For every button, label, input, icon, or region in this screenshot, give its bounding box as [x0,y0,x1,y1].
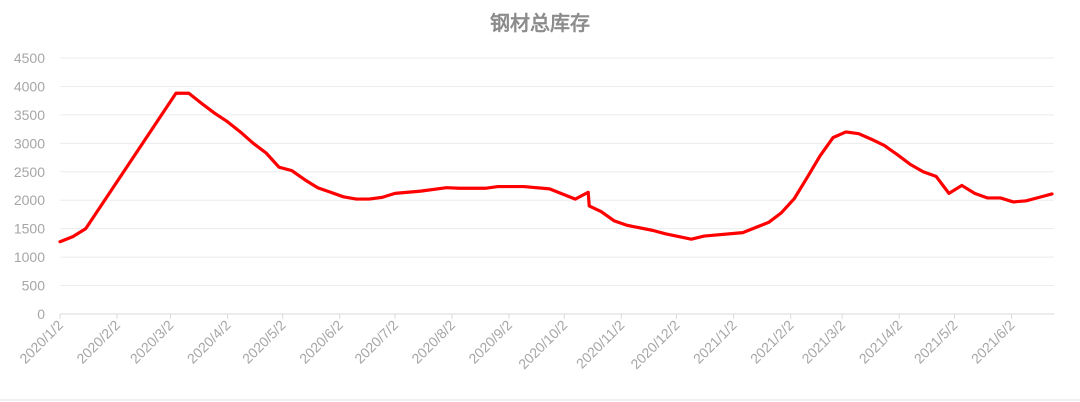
y-tick-label: 0 [37,306,45,322]
y-tick-label: 500 [22,278,46,294]
x-tick-label: 2020/4/2 [184,317,234,367]
x-tick-label: 2021/6/2 [968,317,1018,367]
series-line [58,91,1054,244]
y-tick-label: 3500 [14,107,45,123]
y-tick-label: 1000 [14,249,45,265]
x-tick-label: 2020/6/2 [296,317,346,367]
gridlines [60,57,1054,315]
x-tick-label: 2020/2/2 [73,317,123,367]
x-axis: 2020/1/2 2020/2/2 2020/3/2 2020/4/2 2020/5/2… [16,314,1018,372]
y-tick-label: 4000 [14,78,45,94]
y-tick-label: 2000 [14,192,45,208]
chart-title: 钢材总库存 [490,11,590,35]
x-tick-label: 2021/5/2 [911,317,961,367]
y-tick-label: 1500 [14,221,45,237]
y-tick-label: 2500 [14,164,45,180]
x-tick-label: 2021/1/2 [690,317,740,367]
x-tick-label: 2020/10/2 [515,317,571,373]
series-layer [58,91,1054,244]
x-tick-label: 2021/4/2 [856,317,906,367]
y-tick-label: 3000 [14,135,45,151]
x-tick-label: 2020/12/2 [627,317,683,373]
y-tick-label: 4500 [14,50,45,66]
x-tick-label: 2020/9/2 [465,317,515,367]
x-tick-label: 2020/7/2 [351,317,401,367]
x-tick-label: 2021/3/2 [798,317,848,367]
y-axis: 0 500 1000 1500 2000 2500 3000 3500 4000 4500 [14,50,45,322]
x-tick-label: 2020/3/2 [127,317,177,367]
x-tick-label: 2020/1/2 [16,317,66,367]
x-tick-label: 2020/11/2 [573,317,628,372]
x-tick-label: 2020/8/2 [408,317,458,367]
x-tick-label: 2021/2/2 [747,317,797,367]
x-tick-label: 2020/5/2 [239,317,289,367]
